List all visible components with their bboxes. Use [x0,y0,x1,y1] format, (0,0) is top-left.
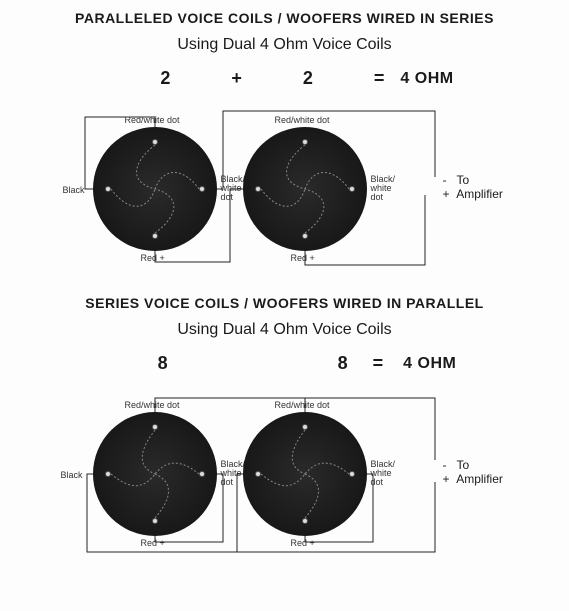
amp-label-2: - To + Amplifier [443,458,503,487]
w2-right-l3: dot [371,192,384,202]
section-series-coils-parallel-woofers: SERIES VOICE COILS / WOOFERS WIRED IN PA… [20,295,549,562]
woofer-1 [93,127,217,251]
section1-title: PARALLELED VOICE COILS / WOOFERS WIRED I… [20,10,549,26]
section2-subtitle: Using Dual 4 Ohm Voice Coils [20,321,549,339]
w3-label-top: Red/white dot [125,400,180,410]
eq1-eq: = [374,68,385,89]
amp-label-1: - To + Amplifier [443,173,503,202]
amp1-amplifier: Amplifier [456,187,503,201]
amp1-plus: + [443,187,450,201]
w4-coil-curves [243,412,367,536]
amp2-minus: - [443,458,447,472]
amp2-amplifier: Amplifier [456,472,503,486]
w1-right-l3: dot [221,192,234,202]
w3-coil-curves [93,412,217,536]
w4-right-l3: dot [371,477,384,487]
w1-label-right: Black/ white dot [221,175,246,202]
w3-label-right: Black/ white dot [221,460,246,487]
w4-label-right: Black/ white dot [371,460,396,487]
w2-label-right: Black/ white dot [371,175,396,202]
section2-equation: 8 8 = 4 OHM [20,353,549,374]
diagram-series: Red/white dot Black Red + Black/ white d… [25,97,545,277]
w4-label-bottom: Red + [291,538,315,548]
w3-label-left: Black [61,470,83,480]
eq2-result: 4 OHM [403,355,456,373]
amp1-to: To [457,173,470,187]
amp2-to: To [457,458,470,472]
eq1-result: 4 OHM [400,70,453,88]
w1-coil-curves [93,127,217,251]
w4-label-top: Red/white dot [275,400,330,410]
woofer-4 [243,412,367,536]
w1-label-bottom: Red + [141,253,165,263]
eq2-eq: = [373,353,384,374]
section-parallel-coils-series-woofers: PARALLELED VOICE COILS / WOOFERS WIRED I… [20,10,549,277]
eq1-b: 2 [298,68,318,89]
w1-label-top: Red/white dot [125,115,180,125]
woofer-2 [243,127,367,251]
eq2-a: 8 [153,353,173,374]
section1-equation: 2 + 2 = 4 OHM [20,68,549,89]
w3-label-bottom: Red + [141,538,165,548]
section1-subtitle: Using Dual 4 Ohm Voice Coils [20,36,549,54]
section2-title: SERIES VOICE COILS / WOOFERS WIRED IN PA… [20,295,549,311]
w2-label-bottom: Red + [291,253,315,263]
w2-coil-curves [243,127,367,251]
w3-right-l3: dot [221,477,234,487]
diagram-parallel: Red/white dot Black Red + Black/ white d… [25,382,545,562]
woofer-3 [93,412,217,536]
w1-label-left: Black [63,185,85,195]
eq2-b: 8 [333,353,353,374]
eq1-plus: + [231,68,242,89]
amp1-minus: - [443,173,447,187]
w2-label-top: Red/white dot [275,115,330,125]
eq1-a: 2 [155,68,175,89]
amp2-plus: + [443,472,450,486]
